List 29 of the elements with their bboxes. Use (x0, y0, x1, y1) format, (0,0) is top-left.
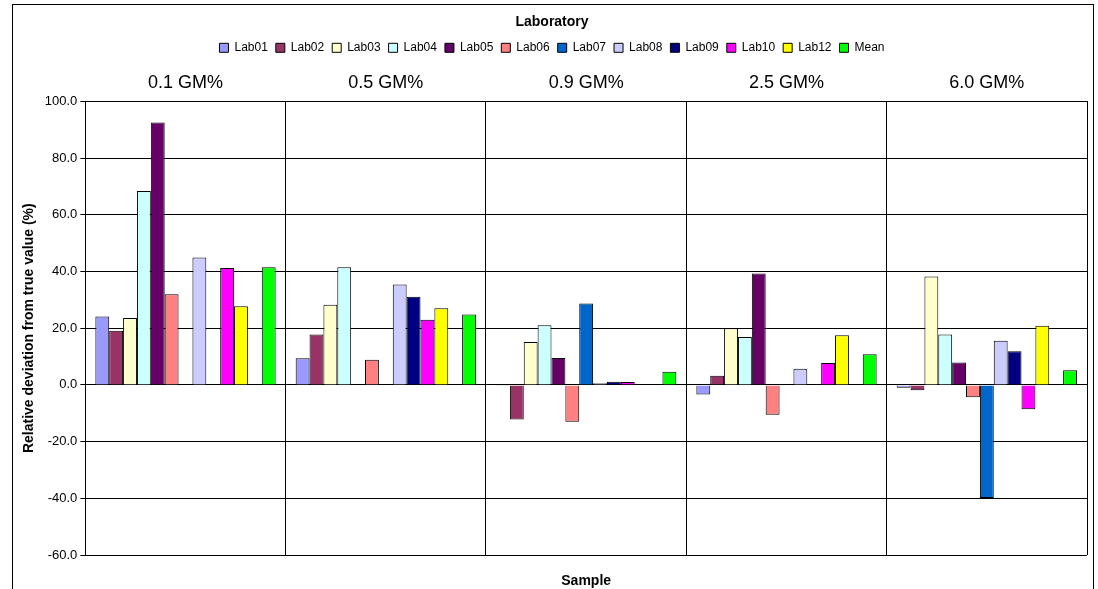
legend-label: Lab01 (234, 40, 269, 55)
legend-label: Lab05 (459, 40, 494, 55)
legend-label: Lab08 (629, 40, 663, 55)
legend-label: Lab09 (685, 40, 720, 55)
y-tick-label: 40.0 (52, 263, 78, 279)
x-tick-label: 0.1 GM% (147, 71, 224, 92)
x-tick-label: 2.5 GM% (748, 71, 825, 92)
y-tick-label: -60.0 (47, 546, 78, 562)
legend-label: Lab10 (741, 40, 776, 55)
legend-title: Laboratory (515, 12, 589, 29)
x-tick-label: 0.5 GM% (348, 71, 424, 92)
legend-label: Lab04 (403, 40, 438, 55)
y-tick-label: 100.0 (44, 92, 78, 108)
legend-label: Mean (854, 40, 885, 55)
legend-label: Lab03 (347, 40, 381, 55)
x-tick-label: 0.9 GM% (548, 71, 624, 92)
y-tick-label: 80.0 (52, 149, 78, 165)
y-tick-label: -20.0 (47, 433, 78, 449)
y-tick-label: 20.0 (52, 319, 78, 335)
x-axis-title: Sample (561, 571, 612, 588)
y-axis-title: Relative deviation from true value (%) (20, 203, 37, 454)
y-tick-label: 0.0 (59, 376, 78, 392)
y-tick-label: 60.0 (52, 206, 78, 222)
legend-label: Lab12 (798, 40, 832, 55)
x-tick-label: 6.0 GM% (949, 71, 1025, 92)
legend-label: Lab06 (516, 40, 550, 55)
legend-label: Lab07 (572, 40, 607, 55)
y-tick-label: -40.0 (47, 489, 78, 505)
legend-label: Lab02 (290, 40, 325, 55)
